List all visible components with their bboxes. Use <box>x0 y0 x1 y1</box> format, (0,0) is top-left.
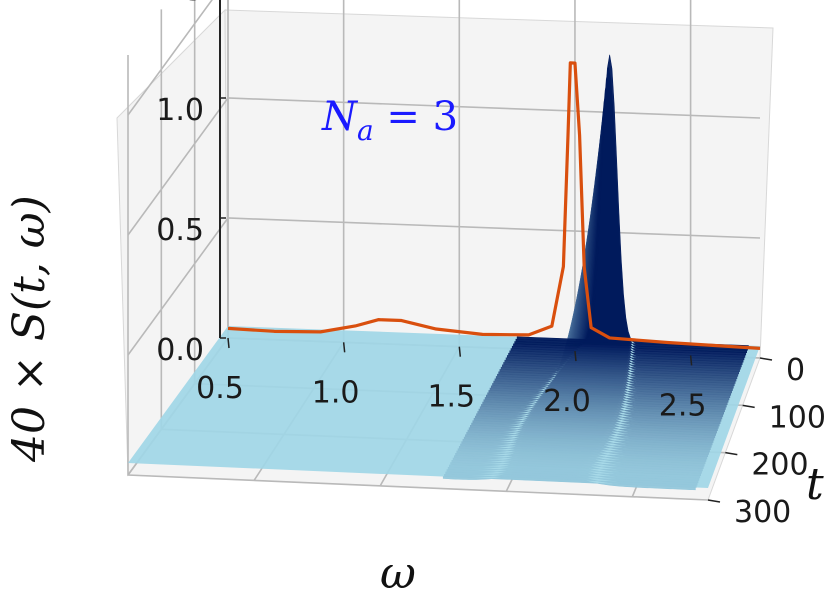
y-tick-mark <box>725 451 738 456</box>
y-tick-label: 0 <box>786 353 805 388</box>
z-tick-label: 0.5 <box>156 213 204 248</box>
x-tick-mark <box>689 355 693 366</box>
z-tick-label: 1.5 <box>156 0 204 8</box>
x-tick-mark <box>458 346 462 357</box>
x-tick-label: 2.0 <box>543 384 591 419</box>
z-tick-label: 0.0 <box>156 333 204 368</box>
z-tick-label: 1.0 <box>156 93 204 128</box>
annotation-na: Na = 3 <box>321 94 458 147</box>
y-tick-label: 200 <box>751 448 808 483</box>
y-tick-mark <box>707 499 721 503</box>
surface-slice <box>514 79 747 354</box>
y-tick-mark <box>742 404 755 409</box>
y-gridline <box>127 55 709 501</box>
x-tick-label: 2.5 <box>659 388 707 423</box>
y-tick-mark <box>759 357 773 361</box>
x-tick-mark <box>227 337 230 349</box>
x-axis-label: ω <box>380 548 416 594</box>
spectrum-line-group <box>227 61 761 350</box>
surface-slice <box>515 67 748 351</box>
y-tick-label: 100 <box>769 400 826 435</box>
z-axis-label: 40 × S(t, ω) <box>4 195 55 463</box>
y-axis-label: t <box>806 459 824 510</box>
surface-slice <box>509 126 744 363</box>
y-tick-label: 300 <box>734 495 791 530</box>
surface-slice <box>510 114 745 361</box>
spectrum-line <box>227 61 761 350</box>
surface-slice <box>513 91 747 356</box>
x-tick-mark <box>342 342 346 353</box>
x-tick-label: 1.5 <box>427 380 475 415</box>
surface-slice <box>511 102 746 358</box>
x-tick-mark <box>574 350 577 362</box>
spectral-surface <box>128 54 760 491</box>
x-tick-label: 0.5 <box>196 371 244 406</box>
x-tick-label: 1.0 <box>312 375 360 410</box>
